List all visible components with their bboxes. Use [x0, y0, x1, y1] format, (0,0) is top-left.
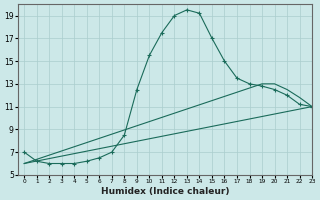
- X-axis label: Humidex (Indice chaleur): Humidex (Indice chaleur): [101, 187, 229, 196]
